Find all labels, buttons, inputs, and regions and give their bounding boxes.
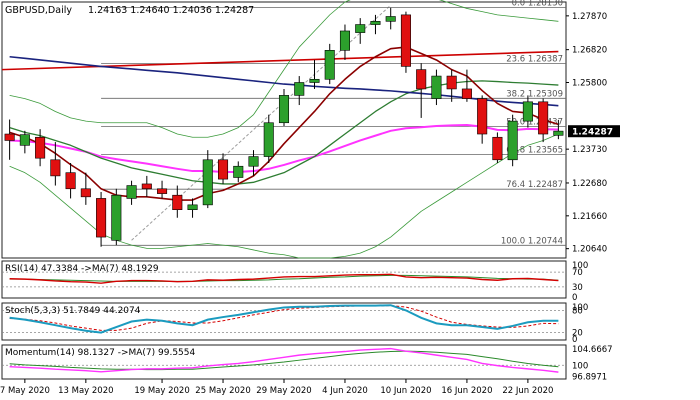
- candle-bullish[interactable]: [553, 130, 564, 136]
- indicator-panels: RSI(14) 47.3384 ->MA(7) 48.1929 10070300S…: [1, 260, 613, 382]
- candle-bullish[interactable]: [263, 122, 274, 157]
- time-axis-label: 29 May 2020: [256, 386, 311, 396]
- main-price-panel[interactable]: 0.0 1.28130 23.6 1.26387 38.2 1.25309 50.0 …: [1, 0, 620, 259]
- candle-bullish[interactable]: [202, 159, 213, 206]
- fibonacci-level-label: 50.0 1.24437: [506, 117, 563, 127]
- time-axis-label: 13 May 2020: [58, 386, 113, 396]
- candle-bullish[interactable]: [309, 78, 320, 83]
- time-axis: 7 May 2020 13 May 2020 19 May 2020 25 May 2…: [0, 379, 553, 396]
- time-axis-label: 19 May 2020: [134, 386, 189, 396]
- candle-bearish[interactable]: [35, 136, 46, 159]
- indicator-axis-label: 96.8971: [572, 372, 607, 382]
- indicator-label: Stoch(5,3,3) 51.7849 44.2074: [5, 306, 141, 316]
- price-axis-label: 1.27870: [572, 12, 607, 22]
- fibonacci-level-label: 23.6 1.26387: [506, 55, 563, 65]
- candle-bullish[interactable]: [324, 49, 335, 80]
- fibonacci-level-label: 100.0 1.20744: [501, 236, 563, 246]
- candle-bullish[interactable]: [385, 16, 396, 22]
- stoch-signal-line: [9, 305, 559, 331]
- rsi-main-line: [9, 273, 559, 284]
- time-axis-label: 22 Jun 2020: [502, 386, 553, 396]
- fibonacci-level-label: 61.8 1.23565: [506, 145, 563, 155]
- indicator-label: RSI(14) 47.3384 ->MA(7) 48.1929: [5, 264, 159, 274]
- candle-bearish[interactable]: [400, 14, 411, 67]
- candle-bullish[interactable]: [431, 75, 442, 99]
- chart-symbol-label: GBPUSD,Daily: [5, 5, 72, 16]
- indicator-label: Momentum(14) 98.1327 ->MA(7) 99.5554: [5, 348, 196, 358]
- rsi-signal-line: [9, 274, 559, 282]
- candle-bearish[interactable]: [4, 133, 15, 141]
- candle-bullish[interactable]: [248, 156, 259, 167]
- time-axis-label: 10 Jun 2020: [380, 386, 431, 396]
- time-axis-label: 4 Jun 2020: [322, 386, 368, 396]
- candle-bullish[interactable]: [507, 120, 518, 161]
- indicator-axis-label: 100: [572, 261, 588, 271]
- price-axis-label: 1.25800: [572, 79, 607, 89]
- candle-bullish[interactable]: [233, 165, 244, 178]
- candle-bullish[interactable]: [522, 101, 533, 122]
- time-axis-label: 7 May 2020: [0, 386, 50, 396]
- candle-bearish[interactable]: [50, 159, 61, 177]
- fibonacci-level-label: 0.0 1.28130: [512, 0, 563, 8]
- candle-bearish[interactable]: [96, 198, 107, 238]
- candle-bearish[interactable]: [157, 188, 168, 194]
- candle-bearish[interactable]: [141, 183, 152, 190]
- momentum-main-line: [9, 347, 559, 373]
- chart-ohlc-values: 1.24163 1.24640 1.24036 1.24287: [88, 5, 254, 16]
- current-price-tag: [568, 125, 620, 138]
- price-axis-label: 1.23730: [572, 145, 607, 155]
- indicator-frame: [1, 302, 567, 341]
- candle-bearish[interactable]: [65, 172, 76, 190]
- main-panel-frame: [1, 1, 567, 259]
- bollinger-upper-band: [9, 0, 559, 138]
- indicator-axis-label: 0: [572, 293, 577, 303]
- resistance-line: [1, 50, 559, 71]
- candle-bearish[interactable]: [477, 98, 488, 135]
- candle-bullish[interactable]: [19, 134, 30, 146]
- indicator-axis-label: 20: [572, 329, 583, 339]
- indicator-axis-label: 30: [572, 283, 583, 293]
- candle-bullish[interactable]: [339, 30, 350, 51]
- candle-bullish[interactable]: [126, 185, 137, 199]
- candle-bullish[interactable]: [294, 82, 305, 96]
- indicator-axis-label: 100: [572, 361, 588, 371]
- candle-bearish[interactable]: [172, 194, 183, 211]
- price-axis-label: 1.22680: [572, 179, 607, 189]
- candle-bearish[interactable]: [446, 75, 457, 90]
- indicator-axis-label: 100: [572, 303, 588, 313]
- candle-bearish[interactable]: [461, 88, 472, 99]
- candle-bullish[interactable]: [355, 24, 366, 33]
- price-axis-label: 1.26820: [572, 46, 607, 56]
- candle-bullish[interactable]: [370, 21, 381, 25]
- indicator-frame: [1, 260, 567, 299]
- candle-bearish[interactable]: [492, 136, 503, 161]
- candle-bearish[interactable]: [80, 188, 91, 198]
- stoch-main-line: [9, 304, 559, 334]
- indicator-axis-label: 104.6667: [572, 345, 613, 355]
- candle-bearish[interactable]: [416, 69, 427, 90]
- indicator-axis-label: 70: [572, 268, 583, 278]
- candle-bullish[interactable]: [111, 194, 122, 241]
- current-price-label: 1.24287: [572, 128, 613, 138]
- momentum-signal-line: [9, 350, 559, 371]
- fibonacci-level-label: 76.4 1.22487: [506, 180, 563, 190]
- candle-bearish[interactable]: [538, 101, 549, 135]
- indicator-axis-label: 0: [572, 335, 577, 345]
- price-axis-label: 1.20640: [572, 245, 607, 255]
- time-axis-label: 25 May 2020: [195, 386, 250, 396]
- candle-bearish[interactable]: [218, 159, 229, 180]
- time-axis-label: 16 Jun 2020: [441, 386, 492, 396]
- candle-bullish[interactable]: [278, 95, 290, 124]
- fibonacci-level-label: 38.2 1.25309: [506, 89, 563, 99]
- price-axis-label: 1.21660: [572, 212, 607, 222]
- indicator-axis-label: 80: [572, 306, 583, 316]
- candle-bullish[interactable]: [187, 204, 198, 210]
- moving-average-magenta: [9, 124, 559, 174]
